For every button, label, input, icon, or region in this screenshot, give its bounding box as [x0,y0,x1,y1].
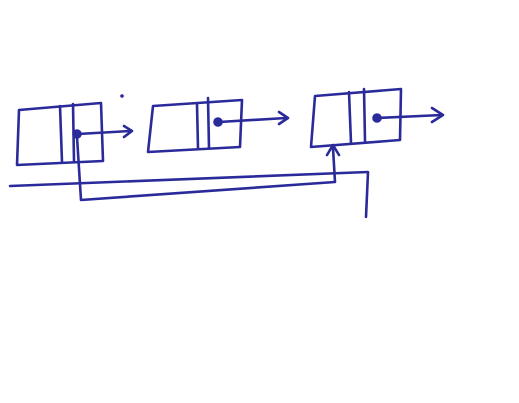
baseline-line [8,170,370,219]
arrowhead [277,110,290,126]
arrow-node-1-to-node-2 [76,124,134,139]
node-2 [146,96,244,154]
node-3-next-divider [362,87,367,143]
arrowhead [122,124,134,139]
node-3 [309,87,403,149]
routed-pointer-node-1-to-node-3 [75,135,341,202]
arrow-shaft [376,113,444,120]
routed-pointer-path [75,135,337,202]
arrowhead [325,143,341,157]
stray-dot [120,94,124,98]
arrow-shaft [217,116,288,124]
arrow-shaft [76,129,132,136]
arrowhead [430,106,445,124]
node-3-value-divider [347,90,353,145]
node-1-value-divider [58,104,64,164]
node-2-value-divider [195,102,200,150]
node-2-box [146,98,244,154]
node-2-next-divider [206,96,211,150]
node-3-box [309,87,403,149]
arrow-node-2-to-node-3 [217,110,290,126]
arrow-node-3-out [376,106,445,124]
